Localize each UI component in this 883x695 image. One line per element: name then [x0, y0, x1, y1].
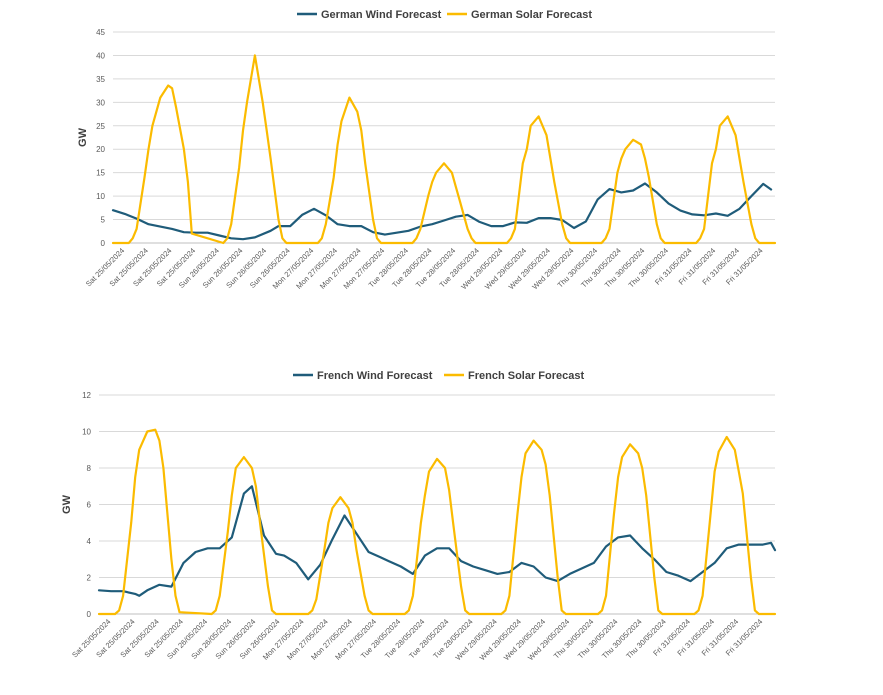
y-tick-label: 4 — [87, 537, 92, 546]
x-tick-label: Wed 29/05/2024 — [459, 246, 504, 291]
y-tick-label: 10 — [82, 428, 91, 437]
series-line-german-solar-forecast — [111, 54, 777, 245]
y-axis-label: GW — [61, 494, 73, 514]
x-tick-label: Wed 29/05/2024 — [483, 246, 528, 291]
x-tick-label: Wed 29/05/2024 — [507, 246, 552, 291]
series-line-french-solar-forecast — [97, 428, 777, 616]
series-line-french-wind-forecast — [97, 485, 777, 597]
legend-label: German Wind Forecast — [321, 9, 442, 21]
y-tick-label: 15 — [96, 169, 105, 178]
y-tick-label: 5 — [101, 216, 106, 225]
y-tick-label: 0 — [87, 610, 92, 619]
series-line-german-wind-forecast — [111, 182, 773, 241]
legend-label: German Solar Forecast — [471, 9, 592, 21]
legend-label: French Solar Forecast — [468, 370, 584, 382]
y-tick-label: 12 — [82, 391, 91, 400]
y-tick-label: 40 — [96, 51, 105, 60]
y-tick-label: 8 — [87, 464, 92, 473]
y-tick-label: 2 — [87, 574, 92, 583]
y-tick-label: 10 — [96, 192, 105, 201]
y-tick-label: 25 — [96, 122, 105, 131]
y-tick-label: 6 — [87, 501, 92, 510]
y-tick-label: 35 — [96, 75, 105, 84]
x-tick-label: Wed 29/05/2024 — [530, 246, 575, 291]
y-tick-label: 0 — [101, 239, 106, 248]
legend-label: French Wind Forecast — [317, 370, 433, 382]
y-axis-label: GW — [77, 127, 89, 147]
y-tick-label: 30 — [96, 98, 105, 107]
y-tick-label: 45 — [96, 28, 105, 37]
y-tick-label: 20 — [96, 145, 105, 154]
